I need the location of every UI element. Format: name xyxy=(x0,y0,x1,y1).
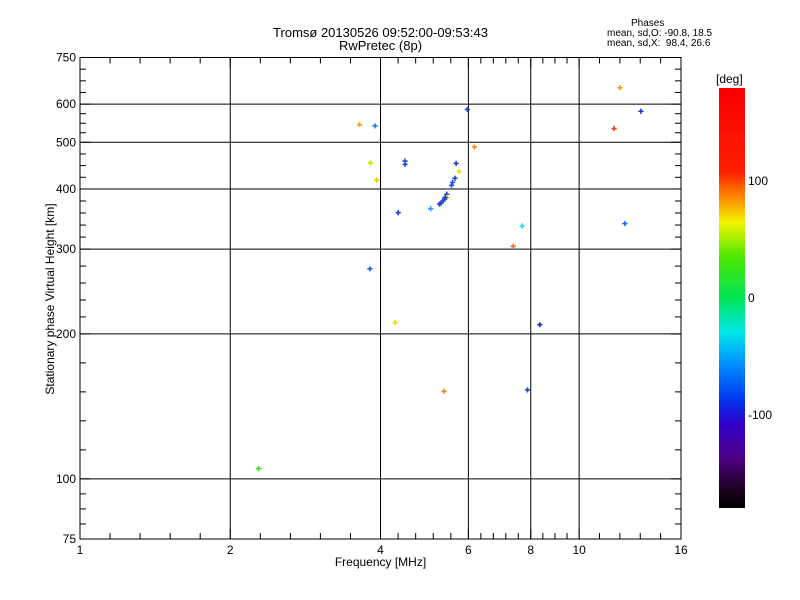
x-tick-label: 1 xyxy=(77,543,84,557)
data-point xyxy=(617,85,623,91)
data-point xyxy=(441,388,447,394)
data-point xyxy=(367,266,373,272)
data-point xyxy=(537,322,543,328)
x-tick-label: 8 xyxy=(527,543,534,557)
data-point xyxy=(524,387,531,393)
data-point xyxy=(638,108,644,114)
x-tick-label: 4 xyxy=(377,543,384,557)
y-tick-label: 750 xyxy=(56,51,76,65)
data-point xyxy=(471,144,478,150)
x-tick-label: 16 xyxy=(674,543,688,557)
data-point xyxy=(356,122,363,128)
data-point xyxy=(256,466,262,472)
data-point xyxy=(453,160,459,166)
x-axis-title: Frequency [MHz] xyxy=(334,555,427,569)
data-point xyxy=(427,206,434,212)
phases-heading: Phases xyxy=(631,18,665,29)
data-point xyxy=(372,123,378,129)
data-point xyxy=(611,125,617,132)
phases-mean-sd-o: mean, sd,O: -90.8, 18.5 xyxy=(607,28,713,39)
y-axis-title: Stationary phase Virtual Height [km] xyxy=(43,203,57,395)
data-point xyxy=(448,182,455,188)
data-point xyxy=(510,243,516,249)
data-point xyxy=(395,210,401,216)
phases-mean-sd-x: mean, sd,X: 98.4, 26.6 xyxy=(607,38,711,49)
data-point xyxy=(367,160,374,166)
y-tick-label: 300 xyxy=(56,242,76,256)
x-tick-label: 10 xyxy=(572,543,586,557)
y-tick-label: 75 xyxy=(63,532,77,546)
y-tick-label: 100 xyxy=(56,472,76,486)
colorbar-tick-label: -100 xyxy=(748,407,773,422)
data-point xyxy=(450,179,456,185)
colorbar-tick-label: 0 xyxy=(748,291,755,305)
x-tick-label: 2 xyxy=(227,543,234,557)
y-tick-label: 200 xyxy=(56,327,76,341)
colorbar-unit-label: [deg] xyxy=(716,72,743,86)
data-point xyxy=(456,168,462,175)
data-point xyxy=(392,320,398,326)
data-point xyxy=(374,177,380,183)
y-tick-label: 600 xyxy=(56,97,76,111)
x-tick-label: 6 xyxy=(465,543,472,557)
colorbar-tick-label: 100 xyxy=(748,174,769,189)
y-tick-label: 400 xyxy=(56,182,76,196)
data-point xyxy=(464,106,470,113)
data-point xyxy=(519,223,525,229)
page-title: Tromsø 20130526 09:52:00-09:53:43 xyxy=(273,25,488,40)
page-subtitle: RwPretec (8p) xyxy=(338,38,423,53)
data-point xyxy=(436,201,443,207)
data-point xyxy=(402,161,408,167)
colorbar xyxy=(719,88,745,508)
y-tick-label: 500 xyxy=(56,135,76,149)
data-point xyxy=(622,220,628,227)
data-point xyxy=(452,175,458,181)
